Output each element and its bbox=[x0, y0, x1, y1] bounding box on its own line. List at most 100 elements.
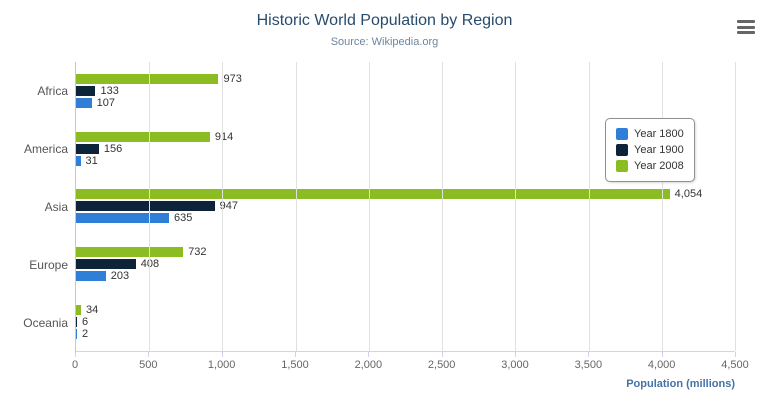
x-tick-mark bbox=[221, 352, 223, 357]
x-tick-label: 4,000 bbox=[647, 359, 676, 371]
bar-line: 203 bbox=[76, 270, 735, 283]
bar-line: 6 bbox=[76, 316, 735, 329]
bar-year-1900-america[interactable] bbox=[76, 143, 99, 154]
x-tick-label: 1,500 bbox=[281, 359, 309, 371]
bar-year-1800-europe[interactable] bbox=[76, 271, 106, 282]
gridline bbox=[368, 62, 370, 351]
x-tick-label: 4,500 bbox=[721, 359, 749, 371]
bar-line: 947 bbox=[76, 200, 735, 213]
hamburger-bar bbox=[737, 25, 755, 29]
legend-item-year-2008[interactable]: Year 2008 bbox=[616, 158, 684, 174]
x-tick-label: 3,000 bbox=[501, 359, 529, 371]
value-label: 31 bbox=[85, 154, 98, 167]
bar-year-1900-europe[interactable] bbox=[76, 259, 136, 270]
bar-year-1800-asia[interactable] bbox=[76, 213, 169, 224]
x-tick-label: 2,000 bbox=[354, 359, 383, 371]
bar-year-1800-africa[interactable] bbox=[76, 97, 92, 108]
bar-rows: 973133107914156314,054947635732408203346… bbox=[76, 62, 735, 351]
value-label: 107 bbox=[96, 96, 116, 109]
value-label: 947 bbox=[219, 200, 239, 213]
legend-symbol bbox=[616, 160, 628, 172]
value-label: 732 bbox=[188, 246, 207, 259]
bar-line: 34 bbox=[76, 304, 735, 317]
bar-line: 156 bbox=[76, 142, 735, 155]
category-row-africa: 973 133 107 bbox=[76, 62, 735, 120]
hamburger-bar bbox=[737, 20, 755, 23]
bar-line: 2 bbox=[76, 328, 735, 341]
value-label: 914 bbox=[214, 130, 234, 143]
bar-year-2008-oceania[interactable] bbox=[76, 305, 81, 316]
chart-title: Historic World Population by Region bbox=[256, 12, 513, 29]
gridline bbox=[442, 62, 444, 351]
x-tick-mark bbox=[515, 352, 516, 357]
x-tick-label: 0 bbox=[71, 359, 79, 371]
bar-line: 133 bbox=[76, 84, 735, 97]
value-label: 4,054 bbox=[674, 188, 703, 201]
x-axis: 0 500 1,000 1,500 2,000 2,500 3,000 3,500 4,000 4… bbox=[71, 352, 749, 372]
legend-item-year-1900[interactable]: Year 1900 bbox=[616, 142, 684, 158]
value-label: 133 bbox=[100, 84, 119, 97]
value-label: 635 bbox=[173, 212, 193, 225]
x-tick-label: 1,000 bbox=[207, 359, 236, 371]
x-tick-label: 3,500 bbox=[574, 359, 603, 371]
x-tick-mark bbox=[661, 352, 663, 357]
bar-line: 408 bbox=[76, 258, 735, 270]
gridline bbox=[222, 62, 224, 351]
value-label: 156 bbox=[103, 142, 123, 155]
x-tick-mark bbox=[368, 352, 370, 357]
category-row-europe: 732408203 bbox=[76, 235, 735, 293]
value-label: 203 bbox=[110, 270, 130, 283]
category-label-america: America bbox=[23, 142, 68, 156]
bar-year-2008-america[interactable] bbox=[76, 131, 210, 142]
plot-area: 973133107914156314,054947635732408203346… bbox=[75, 62, 736, 352]
bar-year-1900-oceania[interactable] bbox=[76, 317, 77, 328]
x-tick-mark bbox=[75, 352, 76, 357]
gridline bbox=[515, 62, 517, 351]
legend-symbol bbox=[616, 128, 628, 140]
bar-line: 31 bbox=[76, 154, 735, 167]
bar-year-2008-asia[interactable] bbox=[76, 189, 670, 200]
bar-year-1900-africa[interactable] bbox=[76, 85, 96, 96]
x-axis-title: Population (millions) bbox=[626, 378, 735, 390]
value-label: 34 bbox=[85, 304, 99, 317]
legend-label: Year 2008 bbox=[634, 160, 684, 172]
bar-line: 635 bbox=[76, 212, 735, 225]
bar-line: 914 bbox=[76, 130, 735, 143]
bar-year-1900-asia[interactable] bbox=[76, 201, 215, 212]
category-label-europe: Europe bbox=[29, 258, 68, 272]
x-tick-mark bbox=[295, 352, 296, 357]
x-tick-label: 2,500 bbox=[427, 359, 456, 371]
category-row-asia: 4,054 947 635 bbox=[76, 178, 735, 236]
legend: Year 1800 Year 1900 Year 2008 bbox=[605, 118, 695, 182]
bar-year-2008-europe[interactable] bbox=[76, 247, 184, 258]
gridline bbox=[295, 62, 297, 351]
gridline bbox=[588, 62, 590, 351]
x-tick-mark bbox=[735, 352, 736, 357]
value-label: 2 bbox=[82, 328, 89, 341]
bar-year-1800-america[interactable] bbox=[76, 155, 81, 166]
hamburger-menu-icon[interactable] bbox=[737, 20, 755, 34]
legend-item-year-1800[interactable]: Year 1800 bbox=[616, 126, 684, 142]
bar-line: 732 bbox=[76, 246, 735, 259]
x-tick-mark bbox=[441, 352, 443, 357]
bar-line: 4,054 bbox=[76, 188, 735, 201]
legend-label: Year 1900 bbox=[634, 144, 684, 156]
category-row-oceania: 34 6 2 bbox=[76, 293, 735, 351]
x-tick-mark bbox=[588, 352, 590, 357]
value-label: 6 bbox=[82, 316, 89, 329]
bar-year-2008-africa[interactable] bbox=[76, 73, 219, 84]
legend-symbol bbox=[616, 144, 628, 156]
hamburger-bar bbox=[737, 31, 755, 34]
value-label: 973 bbox=[223, 72, 242, 85]
category-label-asia: Asia bbox=[44, 200, 68, 214]
bar-year-1800-oceania[interactable] bbox=[76, 329, 77, 340]
bar-line: 107 bbox=[76, 96, 735, 109]
gridline bbox=[735, 62, 736, 351]
category-axis: Africa America Asia Europe Oceania bbox=[0, 62, 68, 352]
category-label-oceania: Oceania bbox=[23, 316, 68, 330]
chart-subtitle: Source: Wikipedia.org bbox=[330, 36, 439, 48]
category-label-africa: Africa bbox=[37, 84, 68, 98]
x-tick-mark bbox=[148, 352, 150, 357]
x-tick-label: 500 bbox=[139, 359, 158, 371]
